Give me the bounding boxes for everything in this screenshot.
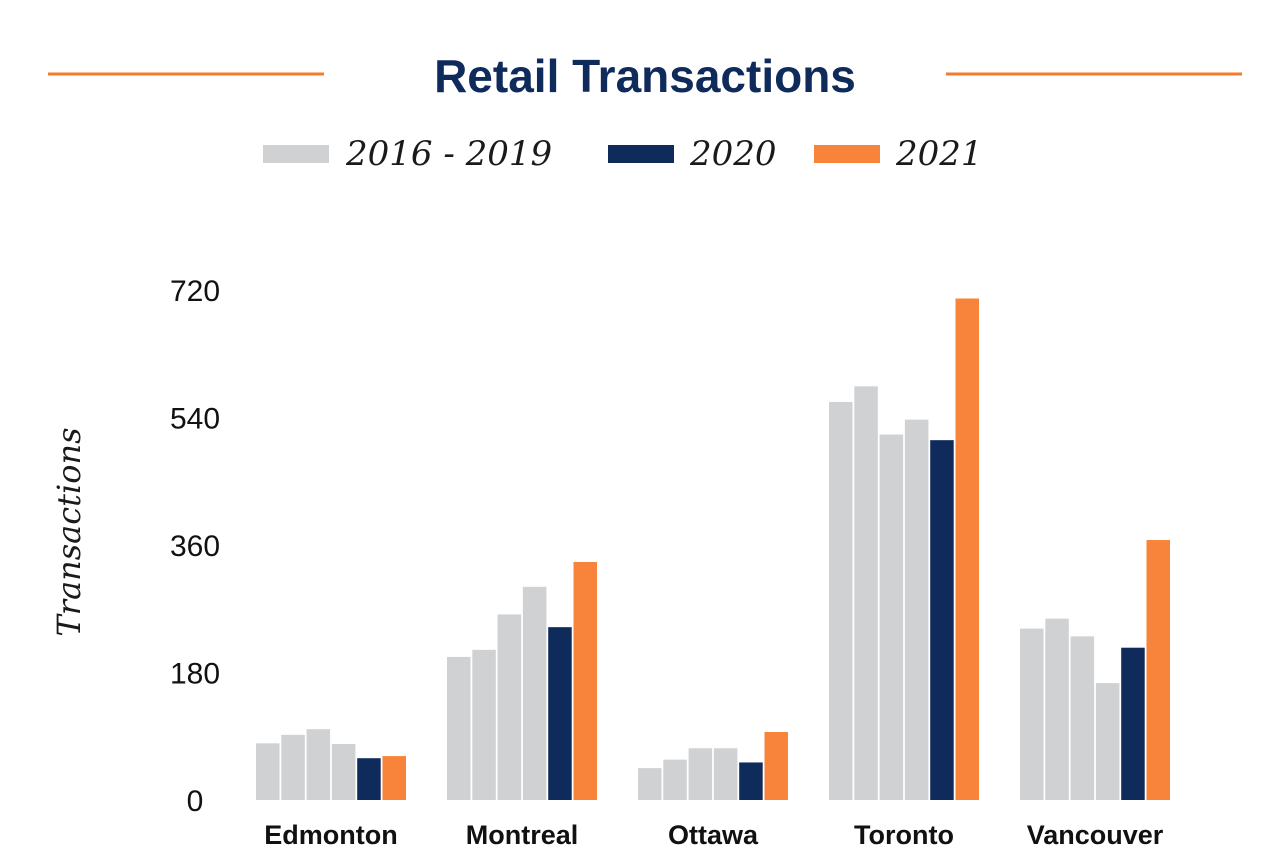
y-tick-label-4: 720: [170, 275, 220, 308]
bar-vancouver-2020: [1121, 647, 1145, 800]
bar-ottawa-2018: [688, 748, 713, 800]
legend-swatch-2: [814, 145, 880, 163]
bar-ottawa-2016: [638, 768, 662, 800]
legend-label-1: 2020: [689, 134, 777, 174]
bar-edmonton-2019: [331, 744, 356, 800]
bar-montreal-2021: [573, 562, 597, 800]
bar-montreal-2018: [497, 614, 522, 800]
bar-edmonton-2021: [382, 756, 406, 800]
bar-plot-area: [256, 298, 1170, 800]
x-category-label-toronto: Toronto: [854, 820, 954, 850]
bar-ottawa-2017: [663, 759, 687, 800]
chart-legend: 2016 - 2019 2020 2021: [263, 134, 983, 174]
bar-edmonton-2016: [256, 743, 280, 800]
bar-edmonton-2017: [281, 734, 305, 800]
y-tick-label-3: 540: [170, 403, 220, 436]
bar-vancouver-2019: [1095, 683, 1120, 800]
bar-montreal-2020: [548, 627, 572, 800]
bar-montreal-2016: [447, 656, 471, 800]
legend-swatch-0: [263, 145, 329, 163]
legend-swatch-1: [608, 145, 674, 163]
x-axis-category-labels: Edmonton Montreal Ottawa Toronto Vancouver: [264, 820, 1164, 850]
bar-ottawa-2019: [713, 748, 738, 800]
bar-vancouver-2018: [1070, 636, 1095, 800]
bar-montreal-2019: [522, 586, 547, 800]
x-category-label-ottawa: Ottawa: [668, 820, 759, 850]
legend-label-2: 2021: [895, 134, 983, 174]
bar-vancouver-2016: [1020, 628, 1044, 800]
bar-toronto-2019: [904, 419, 929, 800]
bar-vancouver-2017: [1045, 618, 1069, 800]
bar-vancouver-2021: [1146, 540, 1170, 800]
bar-toronto-2020: [930, 440, 954, 800]
bar-toronto-2021: [955, 298, 979, 800]
chart-title: Retail Transactions: [434, 50, 856, 102]
y-axis-ticks: 0 180 360 540 720: [170, 275, 220, 818]
bar-toronto-2017: [854, 386, 878, 800]
y-tick-label-1: 180: [170, 658, 220, 691]
bar-toronto-2018: [879, 434, 904, 800]
x-category-label-vancouver: Vancouver: [1027, 820, 1164, 850]
bar-edmonton-2018: [306, 729, 331, 800]
x-category-label-edmonton: Edmonton: [264, 820, 397, 850]
y-axis-label: Transactions: [50, 427, 88, 636]
y-tick-label-2: 360: [170, 530, 220, 563]
legend-label-0: 2016 - 2019: [345, 134, 552, 174]
bar-ottawa-2021: [764, 732, 788, 800]
x-category-label-montreal: Montreal: [466, 820, 579, 850]
y-tick-label-0: 0: [187, 785, 204, 818]
bar-ottawa-2020: [739, 762, 763, 800]
bar-toronto-2016: [829, 401, 853, 800]
bar-montreal-2017: [472, 649, 496, 800]
bar-edmonton-2020: [357, 758, 381, 800]
